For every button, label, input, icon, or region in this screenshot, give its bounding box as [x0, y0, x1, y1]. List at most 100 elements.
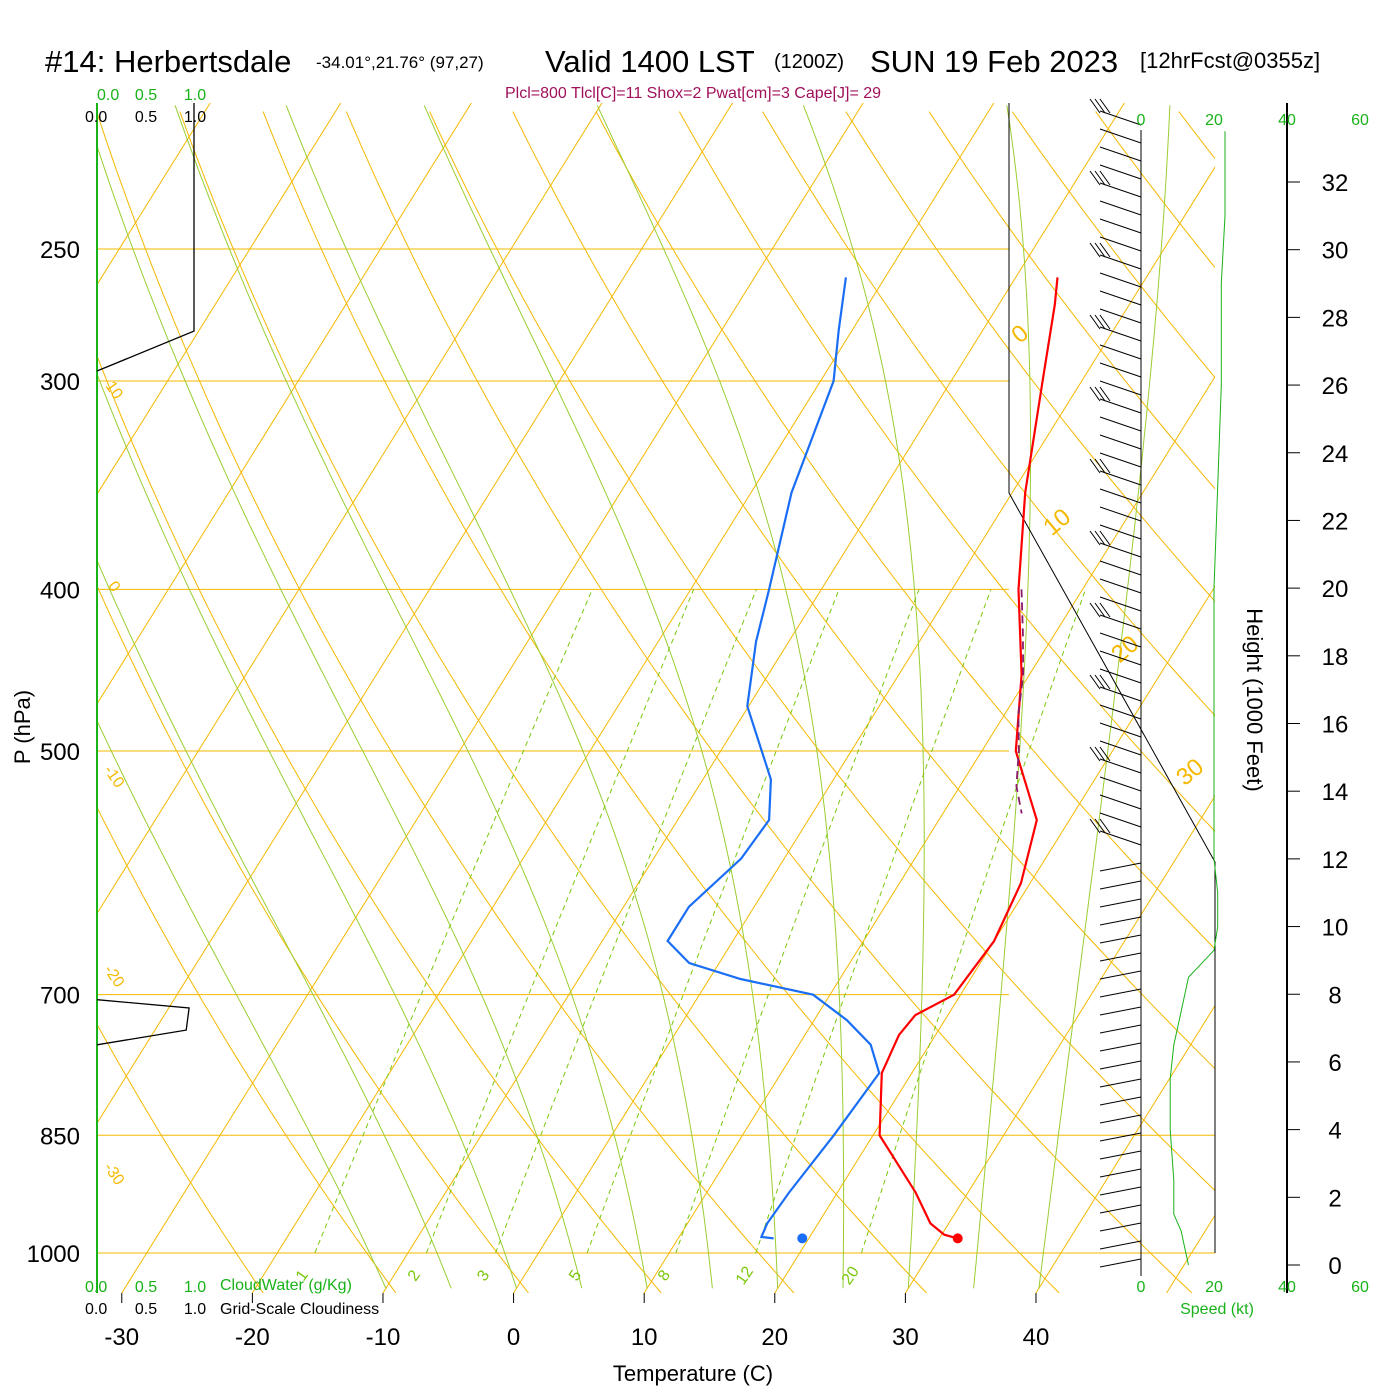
moist-adiabat-line — [802, 105, 925, 1289]
pressure-tick-label: 850 — [40, 1123, 80, 1150]
isotherm-label: 20 — [1106, 630, 1144, 668]
wind-barb-flag — [1094, 386, 1106, 402]
x-tick-label: -30 — [104, 1324, 139, 1351]
wind-barb — [1099, 722, 1142, 738]
wind-barb — [1099, 970, 1142, 980]
wind-barb — [1099, 380, 1142, 396]
height-tick-label: 2 — [1328, 1185, 1341, 1212]
wind-barb-flag — [1089, 458, 1101, 474]
pressure-tick-label: 400 — [40, 577, 80, 604]
moist-adiabat-line — [97, 372, 517, 1289]
mixing-ratio-label: 5 — [566, 1267, 585, 1284]
isotherm-label: 0 — [104, 578, 123, 595]
mixing-ratio-label: 8 — [655, 1267, 674, 1284]
height-tick-label: 30 — [1322, 238, 1349, 265]
isotherm-line — [774, 585, 1215, 1293]
wind-barb — [1099, 1240, 1142, 1250]
wind-barb — [1099, 1186, 1142, 1196]
cloudwater-top-0: 0.0 — [97, 87, 119, 104]
x-tick-label: 40 — [1023, 1324, 1050, 1351]
wind-barb — [1099, 862, 1142, 872]
speed-top-0: 0 — [1137, 112, 1146, 129]
wind-barb-flag — [1099, 458, 1111, 474]
mixing-ratio-label: 3 — [474, 1267, 493, 1284]
wind-barb-flag — [1089, 530, 1101, 546]
isotherm-line — [97, 103, 342, 496]
moist-adiabat-line — [97, 559, 452, 1289]
sounding-profiles — [666, 277, 1059, 1244]
dry-adiabat-line — [845, 111, 1215, 603]
dry-adiabat-line — [1178, 111, 1215, 160]
cloudwater-top-1: 1.0 — [184, 87, 206, 104]
wind-barb-flag — [1089, 386, 1101, 402]
wind-barb — [1099, 398, 1142, 414]
wind-barb — [1099, 110, 1142, 126]
zulu-time: (1200Z) — [774, 51, 844, 73]
dry-adiabat-line — [97, 354, 662, 1293]
wind-barb — [1099, 614, 1142, 630]
wind-barb — [1099, 470, 1142, 486]
wind-barb — [1099, 668, 1142, 684]
station-coords: -34.01°,21.76° (97,27) — [316, 53, 484, 72]
cloudiness-top-0: 0.0 — [85, 109, 107, 126]
height-tick-label: 8 — [1328, 982, 1341, 1009]
isotherm-line — [251, 103, 995, 1293]
wind-barb — [1099, 916, 1142, 926]
wind-barb — [1099, 236, 1142, 252]
isotherm-line — [643, 375, 1215, 1293]
moist-adiabat-line — [174, 105, 648, 1289]
cloudiness-line-mid — [96, 999, 190, 1046]
wind-barb — [1099, 1150, 1142, 1160]
wind-barb-flag — [1099, 818, 1111, 834]
wind-barb-flag — [1089, 242, 1101, 258]
isotherm-label: -10 — [100, 762, 127, 791]
wind-barb — [1099, 1096, 1142, 1106]
cloudiness-bottom-0: 0.0 — [85, 1301, 107, 1318]
cloudwater-label: CloudWater (g/Kg) — [220, 1277, 352, 1294]
dry-adiabat-line — [1011, 111, 1215, 379]
isotherm-label: 30 — [1171, 753, 1209, 791]
cloudiness-bottom-05: 0.5 — [135, 1301, 157, 1318]
cloudwater-bottom-05: 0.5 — [135, 1279, 157, 1296]
wind-barb — [1099, 776, 1142, 792]
dry-adiabat-line — [762, 111, 1215, 717]
moist-adiabat-line — [1038, 105, 1171, 1289]
mixing-ratio-line — [675, 589, 920, 1254]
wind-barb-flag — [1099, 314, 1111, 330]
pressure-tick-label: 700 — [40, 983, 80, 1010]
wind-barb-flag — [1094, 458, 1106, 474]
isotherm-line — [97, 103, 472, 705]
cloudwater-bottom-0: 0.0 — [85, 1279, 107, 1296]
mixing-ratio-line — [586, 589, 840, 1254]
cloudiness-bottom-1: 1.0 — [184, 1301, 206, 1318]
wind-barb — [1099, 1078, 1142, 1088]
mixing-ratio-lines — [314, 589, 1086, 1254]
dry-adiabat-line — [678, 111, 1215, 833]
wind-barb-flag — [1089, 98, 1101, 114]
dry-adiabat-line — [97, 1023, 264, 1293]
dry-adiabat-line — [179, 111, 927, 1293]
isotherm-label: -30 — [100, 1160, 127, 1189]
wind-barb — [1099, 1024, 1142, 1034]
isotherm-line — [97, 103, 603, 915]
mixing-ratio-line — [314, 589, 593, 1254]
wind-barb — [1099, 988, 1142, 998]
wind-barb — [1099, 362, 1142, 378]
x-tick-label: 30 — [892, 1324, 919, 1351]
wind-barb — [1099, 434, 1142, 450]
cloudwater-top-05: 0.5 — [135, 87, 157, 104]
dry-adiabat-line — [595, 111, 1215, 950]
wind-barb — [1099, 488, 1142, 504]
wind-barb — [1099, 326, 1142, 342]
wind-barb — [1099, 524, 1142, 540]
wind-barb-flag — [1099, 386, 1111, 402]
speed-axis-label: Speed (kt) — [1180, 1301, 1254, 1318]
wind-barb — [1099, 686, 1142, 702]
speed-top-40: 40 — [1278, 112, 1296, 129]
wind-barb-flag — [1094, 242, 1106, 258]
wind-barb-flag — [1094, 170, 1106, 186]
height-tick-label: 22 — [1322, 508, 1349, 535]
speed-bottom-60: 60 — [1351, 1279, 1369, 1296]
